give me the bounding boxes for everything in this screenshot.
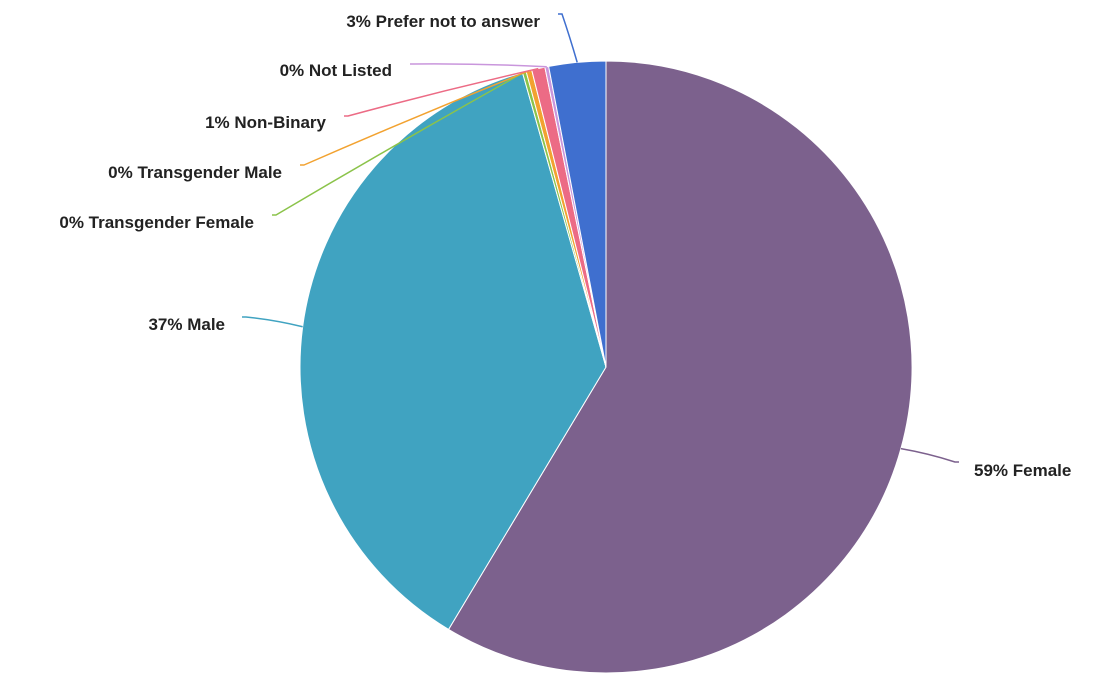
labels-layer: 59% Female 37% Male 0% Transgender Female 0… bbox=[59, 12, 1071, 480]
slice-label-transgender-male: 0% Transgender Male bbox=[108, 163, 282, 182]
leader-line-prefer-not-to-answer bbox=[558, 13, 578, 63]
slice-label-prefer-not-to-answer: 3% Prefer not to answer bbox=[346, 12, 540, 31]
slice-label-transgender-female: 0% Transgender Female bbox=[59, 213, 254, 232]
leader-line-female bbox=[900, 447, 959, 463]
slice-label-not-listed: 0% Not Listed bbox=[280, 61, 392, 80]
leader-line-non-binary bbox=[344, 67, 539, 117]
slice-label-female: 59% Female bbox=[974, 461, 1071, 480]
slices-layer bbox=[299, 60, 913, 673]
slice-label-non-binary: 1% Non-Binary bbox=[205, 113, 326, 132]
leader-line-transgender-male bbox=[300, 70, 530, 166]
slice-label-male: 37% Male bbox=[148, 315, 225, 334]
leader-line-male bbox=[242, 316, 303, 328]
leader-line-transgender-female bbox=[272, 71, 525, 216]
leader-line-not-listed bbox=[410, 63, 547, 68]
leader-lines-layer bbox=[242, 13, 959, 463]
pie-slice-male bbox=[299, 72, 607, 631]
